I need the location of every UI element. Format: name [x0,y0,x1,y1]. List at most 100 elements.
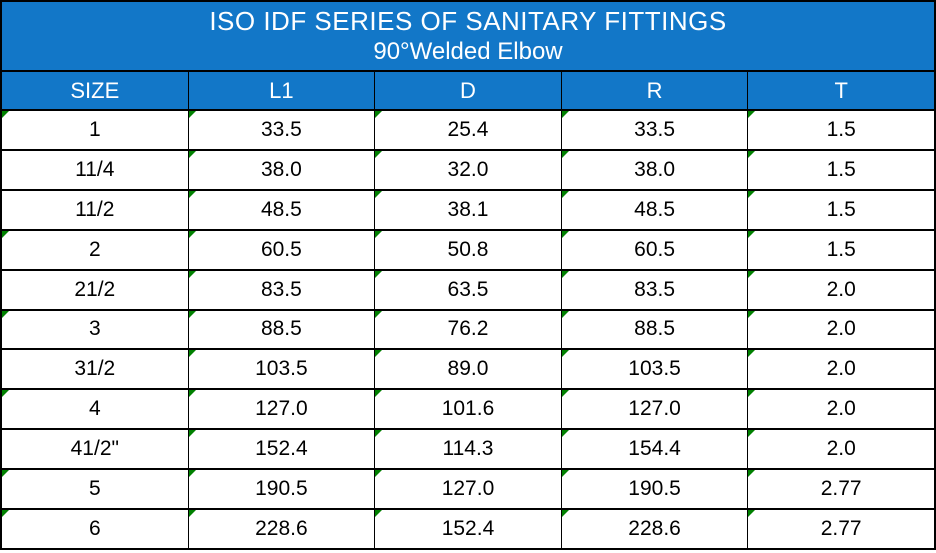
table-cell-r: 48.5 [561,190,749,229]
cell-value: 127.0 [255,397,308,421]
table-cell-size: 31/2 [2,350,189,389]
table-cell-size: 3 [2,310,189,349]
table-cell-t: 1.5 [748,230,934,269]
table-cell-r: 190.5 [561,470,749,509]
cell-value: 5 [88,477,101,501]
table-cell-d: 32.0 [375,150,562,189]
cell-error-indicator-icon [748,270,756,278]
cell-error-indicator-icon [561,190,569,198]
cell-value: 89.0 [447,357,489,381]
table-row: 6 228.6 152.4 228.6 2.77 [2,510,934,548]
table-cell-d: 25.4 [375,111,562,149]
cell-error-indicator-icon [561,390,569,398]
cell-error-indicator-icon [188,310,196,318]
cell-error-indicator-icon [375,230,383,238]
cell-error-indicator-icon [2,230,9,238]
table-cell-t: 1.5 [748,190,934,229]
cell-error-indicator-icon [188,230,196,238]
cell-error-indicator-icon [748,111,756,118]
cell-error-indicator-icon [748,430,756,438]
table-row: 11/2 48.5 38.1 48.5 1.5 [2,190,934,231]
cell-value: 76.2 [447,317,489,341]
cell-value: 31/2 [74,357,116,381]
cell-value: 2.0 [826,317,856,341]
cell-error-indicator-icon [748,310,756,318]
column-header-t: T [748,72,934,109]
cell-error-indicator-icon [561,350,569,358]
cell-error-indicator-icon [561,230,569,238]
cell-error-indicator-icon [2,111,9,118]
table-cell-r: 33.5 [561,111,749,149]
cell-value: 41/2" [70,437,119,461]
table-cell-l1: 60.5 [188,230,376,269]
cell-error-indicator-icon [375,390,383,398]
table-cell-size: 5 [2,470,189,509]
cell-error-indicator-icon [375,430,383,438]
table-cell-r: 154.4 [561,430,749,469]
cell-value: 33.5 [260,117,302,141]
cell-value: 2.77 [820,477,862,501]
cell-error-indicator-icon [748,350,756,358]
cell-error-indicator-icon [561,470,569,478]
cell-error-indicator-icon [561,310,569,318]
cell-value: 2.77 [820,517,862,541]
table-cell-d: 101.6 [375,390,562,429]
table-cell-l1: 190.5 [188,470,376,509]
table-cell-size: 11/2 [2,190,189,229]
cell-error-indicator-icon [188,390,196,398]
cell-value: 4 [88,397,101,421]
table-cell-t: 2.0 [748,310,934,349]
cell-value: 88.5 [634,317,676,341]
table-cell-r: 83.5 [561,270,749,309]
table-cell-t: 2.0 [748,390,934,428]
cell-error-indicator-icon [188,430,196,438]
cell-value: 25.4 [447,117,489,141]
table-cell-t: 2.0 [748,350,934,388]
table-cell-r: 60.5 [561,230,749,269]
cell-error-indicator-icon [375,150,383,158]
cell-error-indicator-icon [188,510,196,518]
cell-value: 88.5 [260,317,302,341]
table-title-line-2: 90°Welded Elbow [373,38,563,66]
table-cell-l1: 38.0 [188,150,376,189]
table-cell-r: 127.0 [561,390,749,429]
cell-error-indicator-icon [375,270,383,278]
column-header-d: D [375,72,562,109]
cell-value: 228.6 [628,517,681,541]
table-cell-t: 1.5 [748,111,934,149]
cell-value: 11/2 [75,197,115,221]
cell-value: 152.4 [441,517,495,541]
cell-value: 2.0 [826,397,856,421]
cell-value: 83.5 [634,277,676,301]
cell-value: 2.0 [826,437,856,461]
cell-value: 83.5 [260,277,302,301]
table-cell-t: 1.5 [748,150,934,189]
column-header-size: SIZE [2,72,189,109]
cell-error-indicator-icon [2,310,9,318]
table-cell-size: 21/2 [2,270,189,309]
table-cell-size: 1 [2,111,189,149]
cell-value: 1.5 [826,157,856,181]
cell-error-indicator-icon [561,270,569,278]
table-cell-d: 38.1 [375,190,562,229]
table-cell-l1: 228.6 [188,510,376,548]
table-cell-l1: 103.5 [188,350,376,389]
cell-value: 2 [88,237,101,261]
cell-error-indicator-icon [748,510,756,518]
table-cell-l1: 152.4 [188,430,376,469]
table-cell-l1: 127.0 [188,390,376,429]
table-cell-size: 4 [2,390,189,429]
cell-value: 3 [88,317,101,341]
cell-error-indicator-icon [188,270,196,278]
cell-value: 63.5 [447,277,489,301]
cell-value: 1.5 [826,117,856,141]
cell-value: 48.5 [634,197,676,221]
table-cell-t: 2.77 [748,470,934,508]
cell-error-indicator-icon [375,190,383,198]
cell-value: 38.1 [447,197,489,221]
cell-error-indicator-icon [748,390,756,398]
cell-error-indicator-icon [561,510,569,518]
cell-error-indicator-icon [375,111,383,118]
cell-error-indicator-icon [375,310,383,318]
